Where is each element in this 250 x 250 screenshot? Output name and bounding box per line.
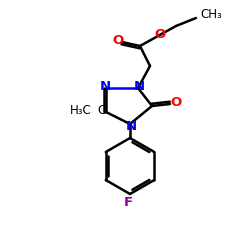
Text: O: O bbox=[154, 28, 166, 40]
Text: H₃C: H₃C bbox=[70, 104, 92, 117]
Text: F: F bbox=[124, 196, 132, 208]
Text: O: O bbox=[170, 96, 181, 110]
Text: CH₃: CH₃ bbox=[200, 8, 222, 20]
Text: N: N bbox=[134, 80, 144, 92]
Text: N: N bbox=[100, 80, 110, 92]
Text: N: N bbox=[126, 120, 136, 132]
Text: O: O bbox=[112, 34, 124, 48]
Text: C: C bbox=[97, 104, 105, 117]
